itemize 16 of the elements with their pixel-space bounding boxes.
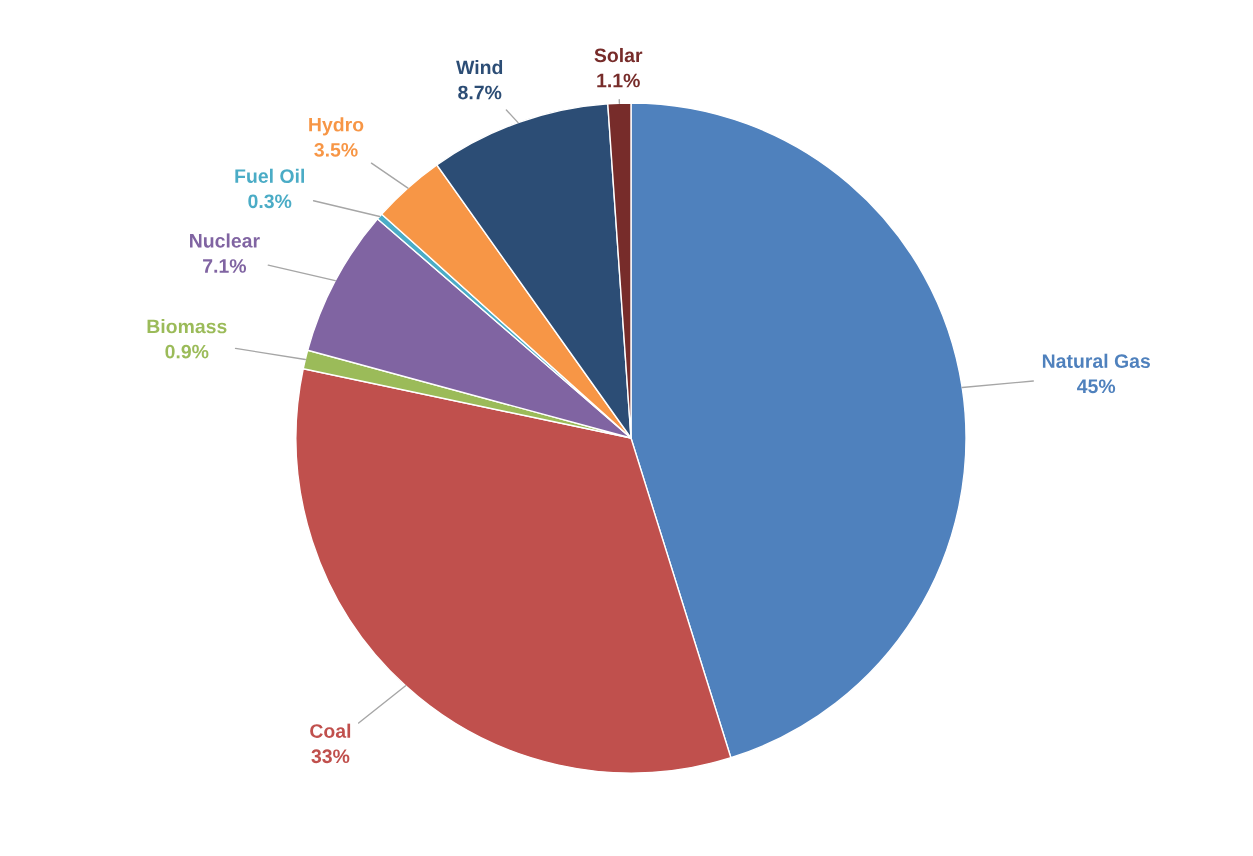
slice-label: Natural Gas	[1042, 353, 1150, 368]
slice-label: Wind	[456, 59, 503, 75]
slice-label: Solar	[594, 47, 643, 63]
data-label: 1.1%	[597, 73, 640, 88]
data-label: 7.1%	[203, 259, 247, 273]
data-label: 3.5%	[314, 142, 358, 157]
data-label: 0.3%	[248, 194, 292, 209]
slice-label: Hydro	[309, 117, 364, 136]
slice-label: Biomass	[147, 319, 227, 334]
slice-label: Fuel Oil	[235, 168, 304, 183]
data-label: 33%	[311, 749, 350, 764]
data-label: 0.9%	[165, 344, 209, 359]
slice-label: Coal	[310, 723, 351, 738]
slice-label: Nuclear	[190, 233, 260, 248]
data-label: 45%	[1077, 379, 1116, 394]
data-label: 8.7%	[458, 85, 502, 100]
